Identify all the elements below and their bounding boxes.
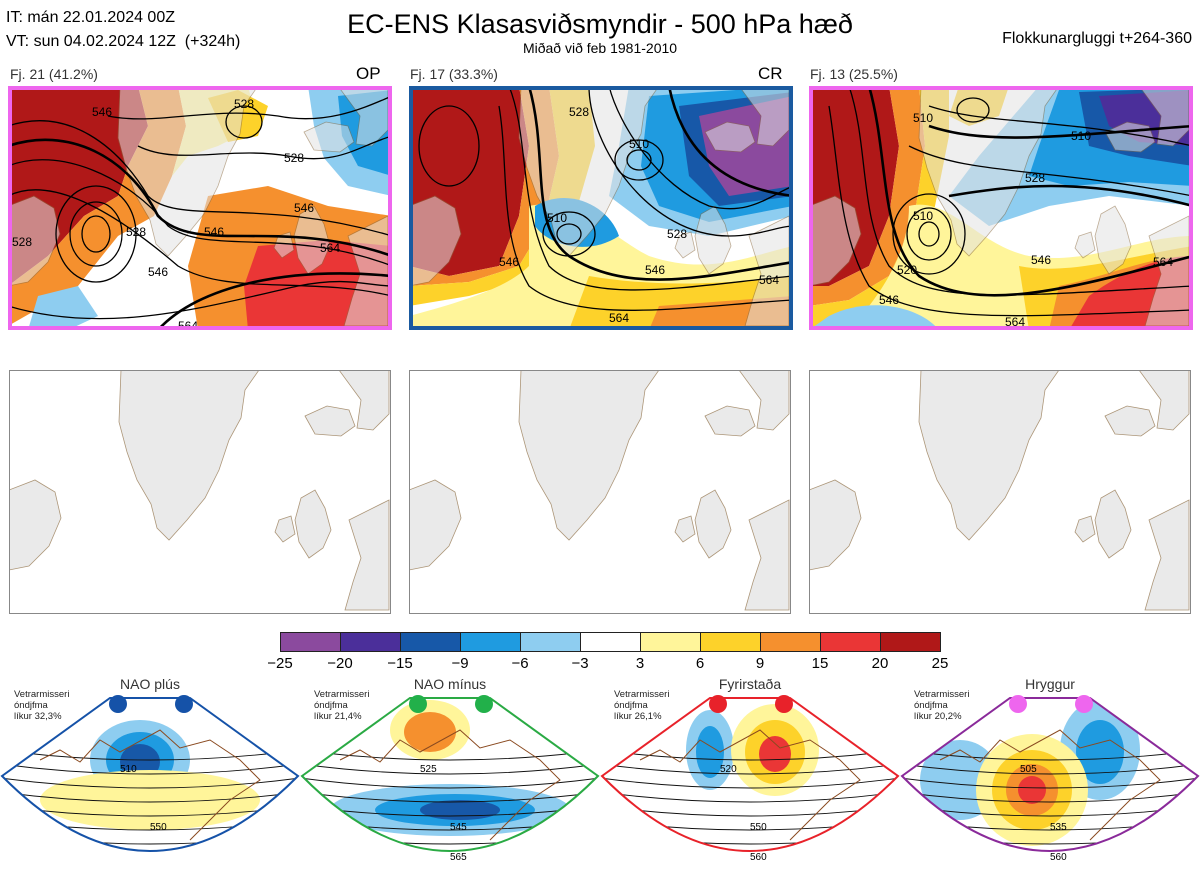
regime-contour-label: 550 <box>150 822 167 833</box>
regime-marker-dot <box>475 695 493 713</box>
regime-contour-label: 565 <box>450 852 467 863</box>
regime-contour-label: 525 <box>420 764 437 775</box>
contour-label: 520 <box>897 263 917 277</box>
empty-map-2 <box>409 370 791 614</box>
contour-label: 546 <box>879 293 899 307</box>
colorbar-swatch <box>280 632 341 652</box>
contour-label: 510 <box>629 137 649 151</box>
contour-label: 546 <box>92 105 112 119</box>
colorbar-swatch <box>700 632 761 652</box>
regime-marker-dot <box>175 695 193 713</box>
panel-3-map: 510 510 528 510 520 546 564 546 564 <box>809 86 1193 330</box>
regime-contour-label: 560 <box>1050 852 1067 863</box>
contour-label: 528 <box>1025 171 1045 185</box>
regime-title: NAO mínus <box>413 676 487 692</box>
contour-label: 546 <box>645 263 665 277</box>
regime-probability-note: Vetrarmisseri óndjfma líkur 20,2% <box>914 689 970 722</box>
contour-label: 564 <box>320 241 340 255</box>
regime-contour-label: 545 <box>450 822 467 833</box>
contour-label: 564 <box>609 311 629 325</box>
colorbar-tick-label: −6 <box>511 655 529 672</box>
colorbar-tick-label: 25 <box>931 655 949 672</box>
regime-fan-map: 505 535 560 <box>900 695 1200 863</box>
regime-contour-label: 520 <box>720 764 737 775</box>
regime-marker-dot <box>775 695 793 713</box>
contour-label: 528 <box>126 225 146 239</box>
regime-fan-map: 520 550 560 <box>600 695 900 863</box>
regime-probability-note: Vetrarmisseri óndjfma líkur 26,1% <box>614 689 670 722</box>
regime-fan-map: 510 550 <box>0 695 300 852</box>
issue-valid-times: IT: mán 22.01.2024 00Z VT: sun 04.02.202… <box>6 6 240 54</box>
contour-label: 528 <box>234 97 254 111</box>
colorbar-swatch <box>460 632 521 652</box>
contour-label: 510 <box>913 209 933 223</box>
colorbar-tick-label: −25 <box>267 655 293 672</box>
contour-label: 564 <box>1153 255 1173 269</box>
panel-3-label: Fj. 13 (25.5%) <box>810 66 898 82</box>
colorbar-tick-label: −3 <box>571 655 589 672</box>
panel-1-tag: OP <box>356 64 381 83</box>
contour-label: 546 <box>294 201 314 215</box>
panel-1-map: 528 528 528 546 546 564 546 528 546 564 <box>8 86 392 330</box>
classification-window: Flokkunargluggi t+264-360 <box>1002 30 1192 47</box>
contour-label: 528 <box>667 227 687 241</box>
page-title: EC-ENS Klasasviðsmyndir - 500 hPa hæð <box>347 9 853 39</box>
contour-label: 510 <box>913 111 933 125</box>
regime-contour-label: 560 <box>750 852 767 863</box>
panel-2-tag: CR <box>758 64 783 83</box>
page-subtitle: Miðað við feb 1981-2010 <box>522 40 678 56</box>
regime-contour-label: 505 <box>1020 764 1037 775</box>
regime-probability-note: Vetrarmisseri óndjfma líkur 32,3% <box>14 689 70 722</box>
contour-label: 510 <box>1071 129 1091 143</box>
panel-2-label: Fj. 17 (33.3%) <box>410 66 498 82</box>
contour-label: 546 <box>204 225 224 239</box>
regime-title: NAO plús <box>120 676 180 692</box>
panel-1-label: Fj. 21 (41.2%) <box>10 66 98 82</box>
regime-marker-dot <box>109 695 127 713</box>
regime-contour-label: 550 <box>750 822 767 833</box>
contour-label: 546 <box>499 255 519 269</box>
colorbar-swatch <box>820 632 881 652</box>
regime-marker-dot <box>409 695 427 713</box>
contour-label: 546 <box>1031 253 1051 267</box>
colorbar-swatch <box>520 632 581 652</box>
colorbar-swatch <box>880 632 941 652</box>
issue-time: IT: mán 22.01.2024 00Z <box>6 9 175 26</box>
colorbar-swatch <box>760 632 821 652</box>
regime-marker-dot <box>709 695 727 713</box>
contour-label: 510 <box>547 211 567 225</box>
colorbar-tick-label: 15 <box>811 655 829 672</box>
colorbar-tick-label: −20 <box>327 655 353 672</box>
regime-title: Hryggur <box>1025 676 1075 692</box>
regime-contour-label: 535 <box>1050 822 1067 833</box>
contour-label: 528 <box>12 235 32 249</box>
colorbar-tick-label: −9 <box>451 655 469 672</box>
contour-label: 528 <box>569 105 589 119</box>
regime-title: Fyrirstaða <box>718 676 782 692</box>
empty-map-3 <box>809 370 1191 614</box>
colorbar-tick-label: 3 <box>635 655 645 672</box>
empty-map-1 <box>9 370 391 614</box>
colorbar-tick-label: 9 <box>755 655 765 672</box>
panel-2-map: 510 510 528 546 564 564 546 528 <box>409 86 793 330</box>
contour-label: 546 <box>148 265 168 279</box>
regime-fan-map: 525 545 565 <box>300 695 600 863</box>
colorbar-swatch <box>640 632 701 652</box>
contour-label: 564 <box>178 319 198 330</box>
colorbar-tick-label: −15 <box>387 655 413 672</box>
valid-time: VT: sun 04.02.2024 12Z (+324h) <box>6 33 241 50</box>
colorbar-swatch <box>400 632 461 652</box>
regime-contour-label: 510 <box>120 764 137 775</box>
colorbar-tick-label: 20 <box>871 655 889 672</box>
contour-label: 528 <box>284 151 304 165</box>
contour-label: 564 <box>759 273 779 287</box>
colorbar-swatch <box>580 632 641 652</box>
regime-marker-dot <box>1075 695 1093 713</box>
regime-marker-dot <box>1009 695 1027 713</box>
colorbar-tick-label: 6 <box>695 655 705 672</box>
contour-label: 564 <box>1005 315 1025 329</box>
regime-probability-note: Vetrarmisseri óndjfma líkur 21,4% <box>314 689 370 722</box>
colorbar-swatch <box>340 632 401 652</box>
